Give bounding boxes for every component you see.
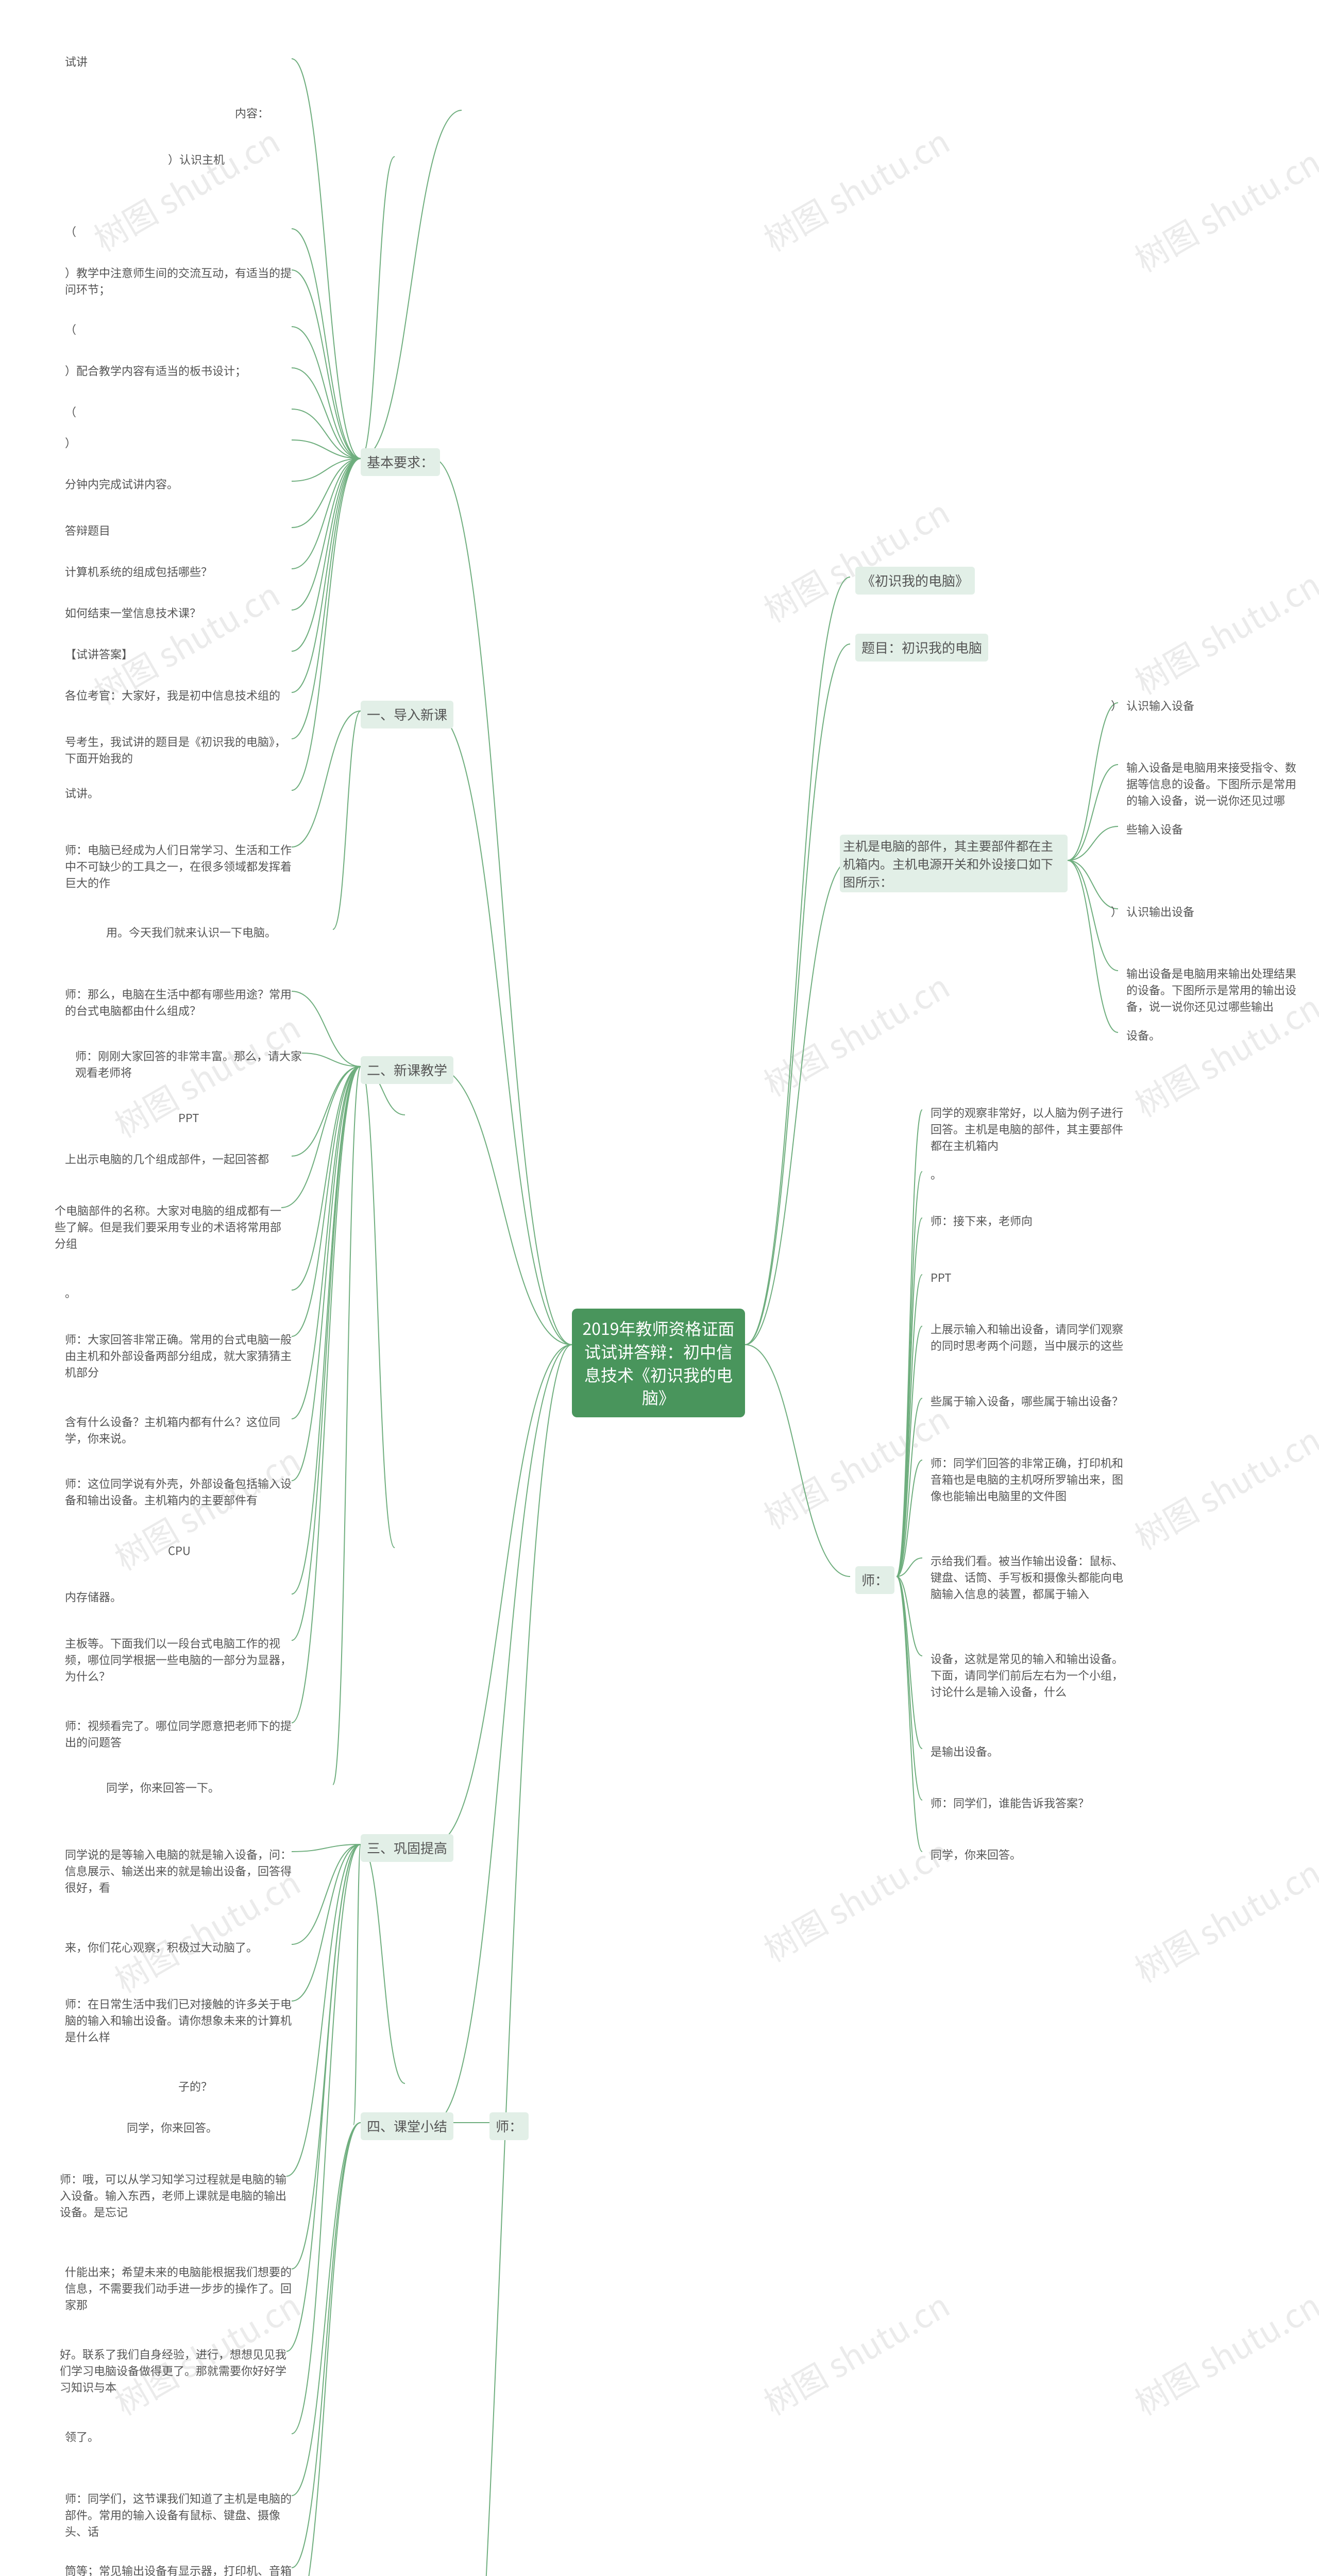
left-leaf: 分钟内完成试讲内容。: [62, 474, 295, 495]
watermark: 树图 shutu.cn: [1125, 2280, 1319, 2425]
right-teacher-line: 示给我们看。被当作输出设备：鼠标、键盘、话筒、手写板和摄像头都能向电脑输入信息的…: [927, 1551, 1129, 1604]
left-leaf: ）配合教学内容有适当的板书设计；: [62, 361, 295, 381]
watermark: 树图 shutu.cn: [754, 2280, 957, 2425]
watermark: 树图 shutu.cn: [1125, 560, 1319, 704]
left-branch: 一、导入新课: [361, 701, 453, 728]
right-leaf-prefix: ）: [1108, 902, 1125, 922]
right-teacher-line: 同学，你来回答。: [927, 1844, 1129, 1865]
watermark: 树图 shutu.cn: [754, 1394, 957, 1538]
left-leaf: 内存储器。: [62, 1587, 295, 1607]
left-leaf: 好。联系了我们自身经验，进行，想想见见我们学习电脑设备做得更了。那就需要你好好学…: [57, 2344, 290, 2398]
watermark: 树图 shutu.cn: [754, 961, 957, 1106]
left-leaf: ）教学中注意师生间的交流互动，有适当的提问环节；: [62, 263, 295, 300]
right-teacher-line: 。: [927, 1164, 1129, 1185]
left-leaf: 师：在日常生活中我们已对接触的许多关于电脑的输入和输出设备。请你想象未来的计算机…: [62, 1994, 295, 2047]
watermark: 树图 shutu.cn: [1125, 137, 1319, 281]
right-teacher-line: 上展示输入和输出设备，请同学们观察的同时思考两个问题，当中展示的这些: [927, 1319, 1129, 1356]
left-leaf: 上出示电脑的几个组成部件，一起回答都: [62, 1149, 295, 1170]
left-leaf: 筒等；常见输出设备有显示器，打印机、音箱等。看: [62, 2561, 295, 2576]
left-branch: 二、新课教学: [361, 1056, 453, 1084]
left-leaf: 师：电脑已经成为人们日常学习、生活和工作中不可缺少的工具之一，在很多领域都发挥着…: [62, 840, 295, 893]
right-teacher-line: 师：接下来，老师向: [927, 1211, 1129, 1231]
left-leaf: 内容：: [232, 103, 465, 124]
watermark: 树图 shutu.cn: [1125, 1415, 1319, 1559]
left-leaf: ）: [62, 433, 295, 453]
left-leaf: 同学说的是等输入电脑的就是输入设备，问：信息展示、输送出来的就是输出设备，回答得…: [62, 1844, 295, 1898]
right-subject: 题目：初识我的电脑: [855, 634, 988, 662]
right-teacher: 师：: [855, 1566, 894, 1594]
left-leaf: 计算机系统的组成包括哪些？: [62, 562, 295, 582]
left-leaf: 答辩题目: [62, 520, 295, 541]
right-title: 《初识我的电脑》: [855, 567, 975, 595]
left-leaf: 师：同学们，这节课我们知道了主机是电脑的部件。常用的输入设备有鼠标、键盘、摄像头…: [62, 2488, 295, 2542]
left-leaf: 领了。: [62, 2427, 295, 2447]
left-leaf: 子的？: [175, 2076, 408, 2097]
left-leaf: （: [62, 402, 295, 422]
right-teacher-line: 些属于输入设备，哪些属于输出设备？: [927, 1391, 1129, 1412]
right-leaf: 些输入设备: [1123, 819, 1305, 840]
left-leaf: 同学，你来回答一下。: [103, 1777, 336, 1798]
right-teacher-line: 同学的观察非常好，以人脑为例子进行回答。主机是电脑的部件，其主要部件都在主机箱内: [927, 1103, 1135, 1156]
left-leaf: 来，你们花心观察，积极过大动脑了。: [62, 1937, 295, 1958]
right-leaf-prefix: ）: [1108, 696, 1125, 716]
right-teacher-line: 师：同学们，谁能告诉我答案？: [927, 1793, 1129, 1814]
left-leaf: 【试讲答案】: [62, 644, 295, 665]
root-node: 2019年教师资格证面试试讲答辩：初中信息技术《初识我的电脑》: [572, 1309, 745, 1417]
watermark: 树图 shutu.cn: [754, 116, 957, 261]
left-leaf: 师：大家回答非常正确。常用的台式电脑一般由主机和外部设备两部分组成，就大家猜猜主…: [62, 1329, 295, 1383]
watermark: 树图 shutu.cn: [754, 1827, 957, 1971]
left-leaf: 师：哦，可以从学习知学习过程就是电脑的输入设备。输入东西，老师上课就是电脑的输出…: [57, 2169, 290, 2223]
right-leaf: 输入设备是电脑用来接受指令、数据等信息的设备。下图所示是常用的输入设备，说一说你…: [1123, 757, 1305, 811]
right-teacher-line: 是输出设备。: [927, 1741, 1129, 1762]
right-leaf: 认识输出设备: [1123, 902, 1305, 922]
watermark: 树图 shutu.cn: [1125, 1848, 1319, 1992]
right-teacher-line: PPT: [927, 1267, 1129, 1288]
canvas: 树图 shutu.cn 树图 shutu.cn 树图 shutu.cn 树图 shut…: [0, 0, 1319, 2576]
left-leaf: 用。今天我们就来认识一下电脑。: [103, 922, 336, 943]
left-teacher-stub: 师：: [489, 2112, 529, 2140]
left-leaf: 师：刚刚大家回答的非常丰富。那么，请大家观看老师将: [72, 1046, 305, 1083]
left-leaf: 主板等。下面我们以一段台式电脑工作的视频，哪位同学根据一些电脑的一部分为显器，为…: [62, 1633, 295, 1687]
right-hostbox: 主机是电脑的部件，其主要部件都在主机箱内。主机电源开关和外设接口如下图所示：: [840, 835, 1068, 892]
left-leaf: 。: [62, 1283, 295, 1303]
left-leaf: 同学，你来回答。: [124, 2117, 357, 2138]
left-leaf: ）认识主机: [165, 149, 398, 170]
watermark: 树图 shutu.cn: [754, 487, 957, 632]
left-leaf: 试讲: [62, 52, 295, 72]
left-leaf: 师：那么，电脑在生活中都有哪些用途？常用的台式电脑都由什么组成？: [62, 984, 295, 1021]
left-leaf: 号考生，我试讲的题目是《初识我的电脑》，下面开始我的: [62, 732, 295, 769]
left-leaf: 如何结束一堂信息技术课？: [62, 603, 295, 623]
right-leaf: 输出设备是电脑用来输出处理结果的设备。下图所示是常用的输出设备，说一说你还见过哪…: [1123, 963, 1305, 1017]
left-leaf: 试讲。: [62, 783, 295, 804]
left-leaf: 含有什么设备？主机箱内都有什么？这位同学，你来说。: [62, 1412, 295, 1449]
left-leaf: 各位考官：大家好，我是初中信息技术组的: [62, 685, 295, 706]
right-leaf: 设备。: [1123, 1025, 1305, 1046]
left-leaf: （: [62, 319, 295, 340]
right-teacher-line: 师：同学们回答的非常正确，打印机和音箱也是电脑的主机呀所罗输出来，图像也能输出电…: [927, 1453, 1129, 1506]
left-branch: 四、课堂小结: [361, 2112, 453, 2140]
right-leaf: 认识输入设备: [1123, 696, 1305, 716]
left-branch: 基本要求：: [361, 448, 440, 476]
left-branch: 三、巩固提高: [361, 1834, 453, 1862]
left-leaf: 什能出来；希望未来的电脑能根据我们想要的信息，不需要我们动手进一步步的操作了。回…: [62, 2262, 295, 2315]
right-teacher-line: 设备，这就是常见的输入和输出设备。下面，请同学们前后左右为一个小组，讨论什么是输…: [927, 1649, 1129, 1702]
left-leaf: CPU: [165, 1540, 398, 1561]
left-leaf: （: [62, 222, 295, 242]
left-leaf: 个电脑部件的名称。大家对电脑的组成都有一些了解。但是我们要采用专业的术语将常用部…: [52, 1200, 284, 1254]
left-leaf: 师：这位同学说有外壳，外部设备包括输入设备和输出设备。主机箱内的主要部件有: [62, 1473, 295, 1511]
left-leaf: 师：视频看完了。哪位同学愿意把老师下的提出的问题答: [62, 1716, 295, 1753]
left-leaf: PPT: [175, 1108, 408, 1128]
